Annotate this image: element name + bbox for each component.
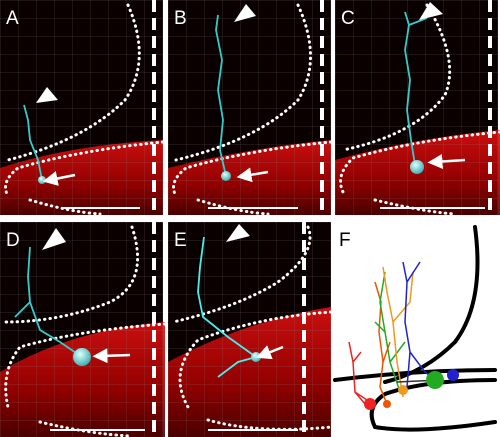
dotted-boundary bbox=[38, 420, 132, 437]
neuron-trace bbox=[404, 11, 428, 166]
dotted-boundary bbox=[3, 225, 140, 324]
photo-panel: D bbox=[0, 222, 167, 437]
neuron-soma bbox=[221, 171, 231, 181]
dotted-boundary bbox=[6, 3, 141, 162]
panel-label: A bbox=[6, 8, 19, 29]
arrowhead-marker bbox=[226, 224, 250, 242]
dotted-boundary bbox=[339, 130, 500, 194]
arrowhead-marker bbox=[419, 2, 443, 20]
arrow bbox=[92, 348, 131, 364]
dotted-boundary bbox=[196, 198, 270, 216]
photo-panel: B bbox=[168, 0, 333, 216]
photo-panel: A bbox=[0, 0, 165, 216]
neuron-trace bbox=[348, 341, 371, 405]
arrowhead-marker bbox=[36, 87, 58, 103]
neuron-trace bbox=[14, 246, 83, 358]
neuron-soma bbox=[38, 176, 46, 184]
photo-panel: E bbox=[168, 222, 333, 437]
dotted-boundary bbox=[174, 3, 312, 162]
panel-label: C bbox=[341, 8, 355, 29]
panel-label: D bbox=[6, 230, 20, 251]
grid-overlay bbox=[335, 0, 498, 215]
boundary-line bbox=[383, 225, 480, 384]
neuron-trace bbox=[215, 14, 227, 177]
neuron-soma bbox=[73, 348, 91, 366]
panel-label: E bbox=[174, 230, 187, 251]
neuron-trace bbox=[374, 271, 406, 393]
dotted-boundary bbox=[373, 198, 457, 216]
grid-overlay bbox=[0, 222, 163, 437]
neuron-trace bbox=[374, 281, 391, 405]
arrowhead-marker bbox=[42, 228, 66, 250]
dotted-boundary bbox=[4, 322, 167, 409]
dotted-boundary bbox=[171, 225, 312, 324]
neuron-trace bbox=[23, 104, 43, 181]
neuron-trace bbox=[197, 236, 257, 378]
grid-overlay bbox=[0, 0, 163, 215]
panel-label: F bbox=[339, 230, 351, 251]
arrow bbox=[42, 171, 76, 186]
arrow bbox=[427, 154, 466, 169]
dotted-boundary bbox=[178, 310, 333, 409]
dotted-boundary bbox=[4, 140, 165, 198]
arrow bbox=[256, 345, 284, 360]
dotted-boundary bbox=[172, 140, 333, 198]
panel-label: B bbox=[174, 8, 187, 29]
photo-panel: C bbox=[335, 0, 500, 216]
neuron-trace bbox=[382, 266, 414, 398]
dotted-boundary bbox=[28, 198, 102, 216]
arrowhead-marker bbox=[234, 4, 256, 22]
neuron-soma bbox=[410, 160, 424, 174]
arrow bbox=[236, 167, 269, 183]
dotted-boundary bbox=[206, 418, 333, 431]
neuron-soma bbox=[426, 371, 444, 389]
neuron-soma bbox=[251, 352, 261, 362]
dotted-boundary bbox=[341, 3, 452, 152]
neuron-soma bbox=[383, 400, 391, 408]
neuron-soma bbox=[447, 369, 459, 381]
neuron-soma bbox=[364, 398, 376, 410]
schematic-panel: F bbox=[333, 225, 497, 432]
neuron-soma bbox=[398, 385, 408, 395]
